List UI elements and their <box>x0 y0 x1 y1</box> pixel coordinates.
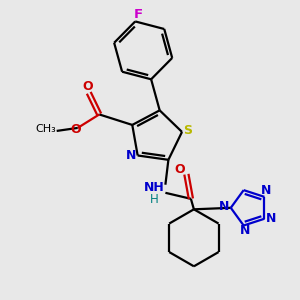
Text: O: O <box>175 163 185 176</box>
Text: N: N <box>219 200 230 213</box>
Text: F: F <box>134 8 143 21</box>
Text: N: N <box>266 212 276 225</box>
Text: NH: NH <box>144 181 164 194</box>
Text: N: N <box>240 224 250 237</box>
Text: O: O <box>71 123 82 136</box>
Text: N: N <box>261 184 271 197</box>
Text: H: H <box>150 193 158 206</box>
Text: S: S <box>183 124 192 137</box>
Text: N: N <box>126 149 136 162</box>
Text: O: O <box>82 80 93 93</box>
Text: CH₃: CH₃ <box>35 124 56 134</box>
